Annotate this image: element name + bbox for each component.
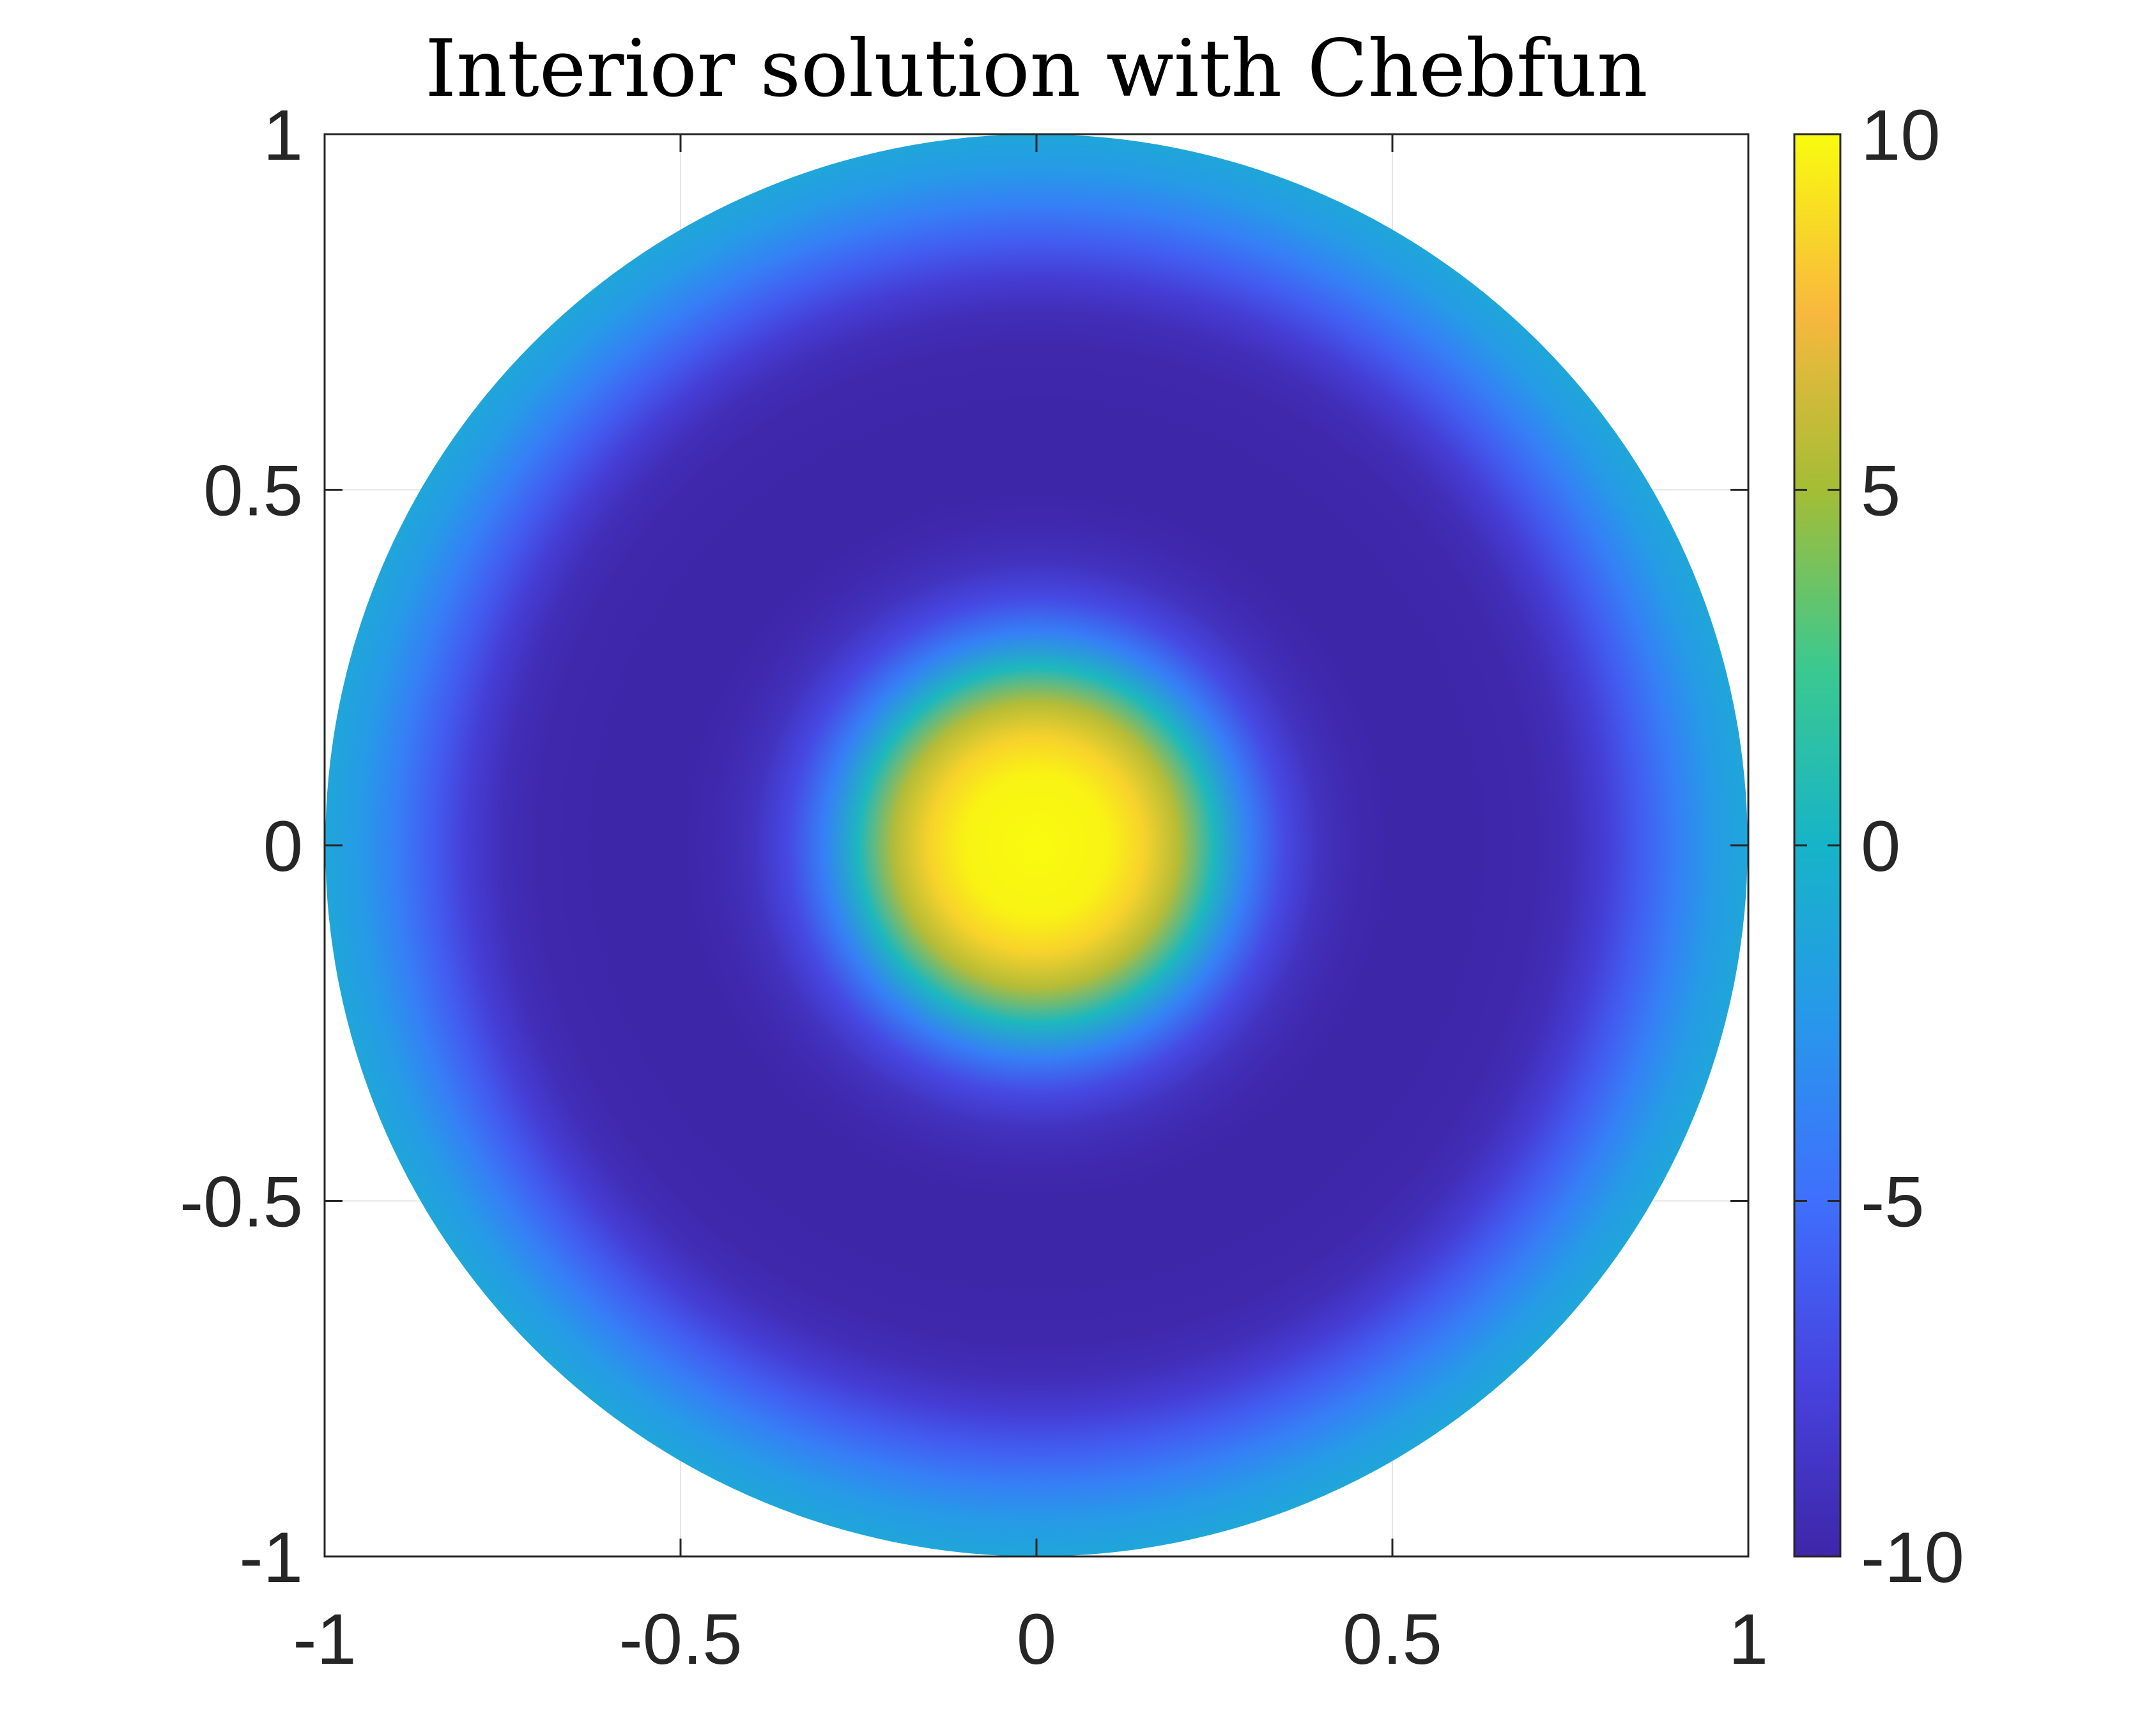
- x-tick-label: 0.5: [1343, 1599, 1442, 1679]
- colorbar-ticks: [1794, 133, 1840, 1558]
- axis-ticks: [323, 133, 1750, 1558]
- colorbar-tick-label: -5: [1861, 1162, 1925, 1242]
- x-tick-label: -0.5: [619, 1599, 743, 1679]
- colorbar-tick-label: -10: [1861, 1517, 1964, 1597]
- x-tick-label: 0: [1017, 1599, 1056, 1679]
- y-tick-label: -1: [239, 1517, 303, 1597]
- solution-disk: [325, 134, 1748, 1556]
- y-tick-label: -0.5: [180, 1162, 303, 1242]
- colorbar-tick-label: 0: [1861, 806, 1900, 886]
- y-tick-label: 1: [263, 95, 303, 175]
- y-tick-label: 0: [263, 806, 303, 886]
- colorbar-tick-label: 10: [1861, 95, 1941, 175]
- colorbar-tick-label: 5: [1861, 451, 1900, 531]
- y-tick-labels: -1 -0.5 0 0.5 1: [180, 95, 303, 1597]
- x-tick-label: 1: [1729, 1599, 1768, 1679]
- x-tick-label: -1: [293, 1599, 357, 1679]
- y-tick-label: 0.5: [203, 451, 303, 531]
- x-tick-labels: -1 -0.5 0 0.5 1: [293, 1599, 1768, 1679]
- colorbar-tick-labels: -10 -5 0 5 10: [1861, 95, 1964, 1597]
- chart-title: Interior solution with Chebfun: [425, 23, 1648, 115]
